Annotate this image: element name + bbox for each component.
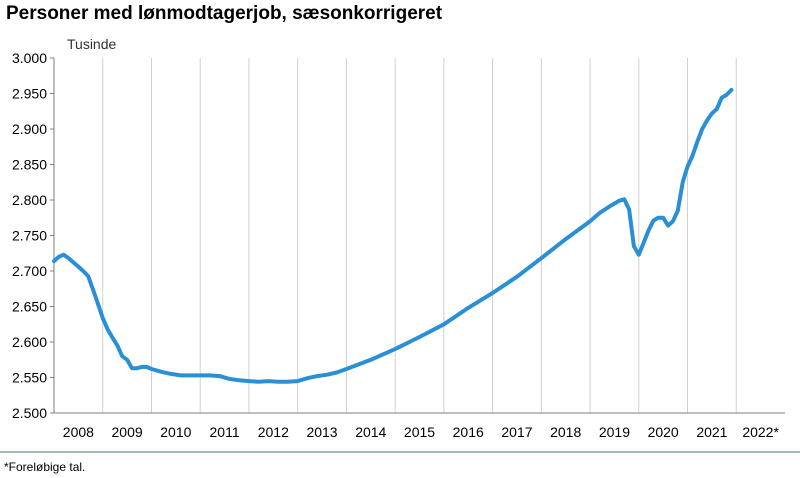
axes — [0, 58, 800, 453]
y-tick-label: 2.800 — [12, 192, 47, 208]
footnote: *Foreløbige tal. — [4, 460, 86, 474]
y-axis-tick-labels: 2.500 2.550 2.600 2.650 2.700 2.750 2.800 2.850… — [12, 50, 54, 421]
x-tick-label: 2019 — [599, 424, 630, 440]
x-tick-label: 2018 — [550, 424, 581, 440]
y-tick-label: 2.550 — [12, 370, 47, 386]
x-tick-label: 2013 — [306, 424, 337, 440]
series-line — [52, 87, 734, 384]
x-tick-label: 2016 — [453, 424, 484, 440]
y-axis-label: Tusinde — [67, 36, 117, 52]
x-tick-label: 2020 — [648, 424, 679, 440]
x-tick-label: 2022* — [742, 424, 779, 440]
y-tick-label: 2.500 — [12, 405, 47, 421]
x-tick-label: 2011 — [210, 424, 240, 440]
x-tick-label: 2012 — [258, 424, 289, 440]
x-tick-label: 2009 — [112, 424, 143, 440]
chart-title: Personer med lønmodtagerjob, sæsonkorrig… — [6, 3, 443, 24]
grid-lines — [102, 58, 737, 413]
x-tick-label: 2021 — [696, 424, 727, 440]
y-tick-label: 2.650 — [12, 299, 47, 315]
x-axis-tick-labels: 2008 2009 2010 2011 2012 2013 2014 2015 2016 2017… — [63, 424, 780, 440]
x-tick-label: 2017 — [501, 424, 532, 440]
y-tick-label: 2.900 — [12, 121, 47, 137]
y-tick-label: 2.850 — [12, 157, 47, 173]
y-tick-label: 2.600 — [12, 334, 47, 350]
x-tick-label: 2014 — [355, 424, 386, 440]
y-tick-label: 3.000 — [12, 50, 47, 66]
y-tick-label: 2.700 — [12, 263, 47, 279]
x-tick-label: 2010 — [160, 424, 191, 440]
y-tick-label: 2.750 — [12, 228, 47, 244]
y-tick-label: 2.950 — [12, 86, 47, 102]
x-tick-label: 2015 — [404, 424, 435, 440]
x-tick-label: 2008 — [63, 424, 94, 440]
series-group — [52, 87, 734, 384]
